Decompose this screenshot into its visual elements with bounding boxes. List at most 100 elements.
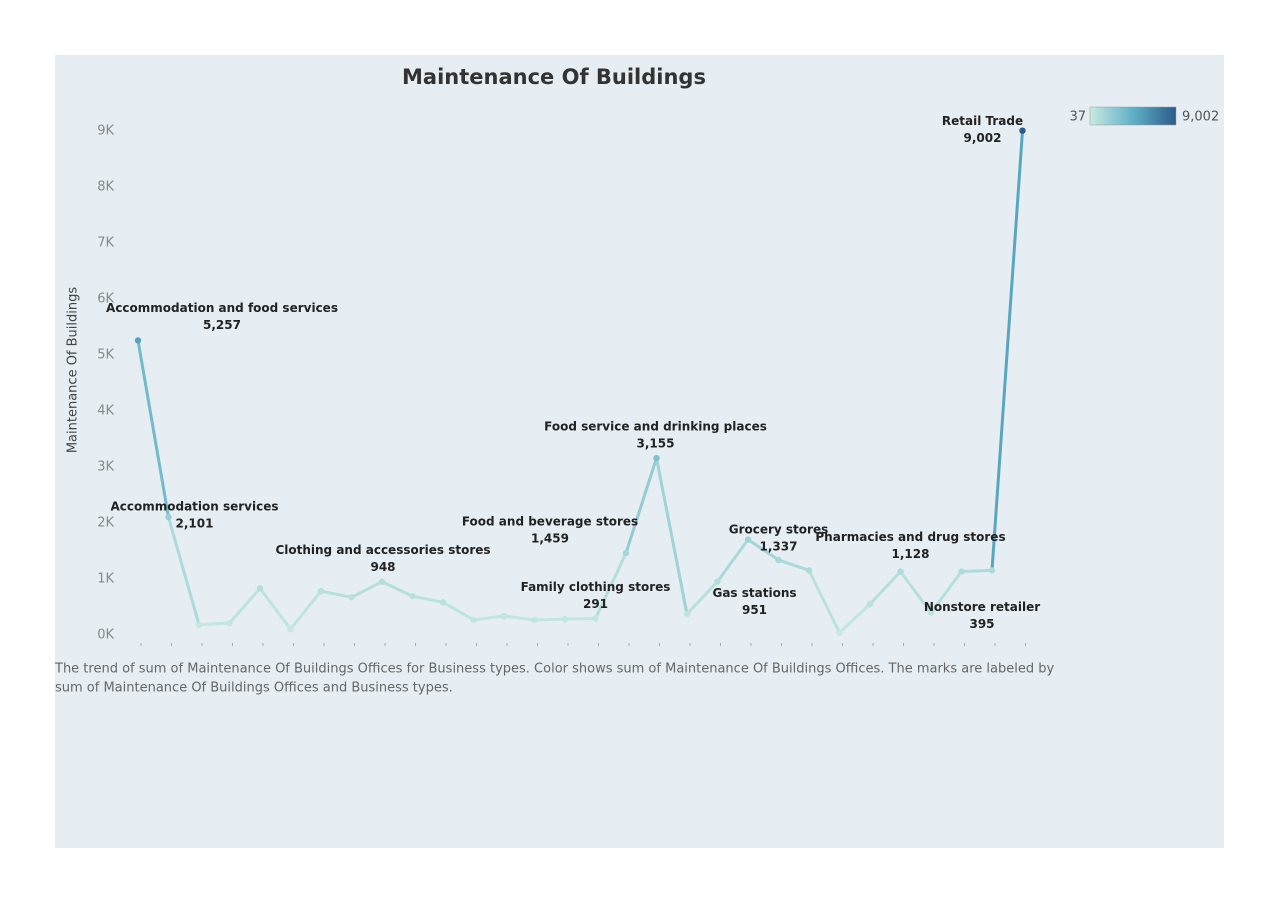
point <box>592 615 599 622</box>
line-segment <box>929 570 963 615</box>
line-segment <box>990 129 1024 572</box>
point <box>836 629 843 636</box>
line-segment <box>197 621 231 627</box>
point <box>348 594 355 601</box>
line-segment <box>777 558 811 572</box>
point-value-label: 9,002 <box>964 131 1002 145</box>
point <box>470 616 477 624</box>
point <box>378 578 386 585</box>
point <box>317 587 325 595</box>
caption: sum of Maintenance Of Buildings Offices … <box>55 681 453 696</box>
point <box>409 592 416 600</box>
point-value-label: 951 <box>742 603 767 617</box>
line-segment <box>746 538 780 562</box>
point-value-label: 291 <box>583 597 608 611</box>
point <box>805 567 813 574</box>
line-segment <box>411 594 445 604</box>
point <box>439 599 447 606</box>
point-value-label: 948 <box>370 560 395 574</box>
point-category-label: Pharmacies and drug stores <box>815 530 1005 544</box>
point <box>744 536 752 543</box>
y-tick-label: 8K <box>97 179 114 194</box>
y-tick-label: 1K <box>97 571 114 586</box>
y-tick-label: 9K <box>97 123 114 138</box>
point <box>714 578 721 585</box>
line-segment <box>533 617 567 622</box>
point <box>866 600 874 608</box>
point-category-label: Nonstore retailer <box>924 600 1040 614</box>
line-segment <box>624 456 658 555</box>
point-category-label: Accommodation and food services <box>106 301 338 315</box>
line-segment <box>167 515 201 627</box>
point-value-label: 1,128 <box>892 547 930 561</box>
point-value-label: 3,155 <box>637 437 675 451</box>
line-segment <box>136 338 170 519</box>
point-value-label: 1,337 <box>760 539 798 553</box>
point <box>958 568 965 575</box>
point <box>653 454 660 462</box>
point <box>500 612 508 620</box>
point-value-label: 1,459 <box>531 532 569 546</box>
line-segment <box>350 580 384 599</box>
y-tick-label: 0K <box>97 627 114 642</box>
point <box>988 567 996 574</box>
line-segment <box>563 617 597 621</box>
point <box>775 556 782 564</box>
line-segment <box>319 589 353 599</box>
point <box>1019 127 1026 134</box>
point-category-label: Gas stations <box>712 586 796 600</box>
caption: The trend of sum of Maintenance Of Build… <box>54 662 1054 677</box>
y-axis-title: Maintenance Of Buildings <box>66 287 81 454</box>
y-tick-label: 7K <box>97 235 114 250</box>
line-segment <box>655 456 689 616</box>
line-segment <box>807 568 841 635</box>
color-legend <box>1089 106 1177 126</box>
legend-max: 9,002 <box>1182 110 1219 125</box>
point-category-label: Clothing and accessories stores <box>275 543 490 557</box>
point <box>256 585 264 592</box>
point <box>927 609 935 616</box>
point <box>165 513 172 521</box>
point-value-label: 395 <box>969 617 994 631</box>
line-segment <box>289 589 323 631</box>
point <box>134 337 142 344</box>
y-tick-label: 3K <box>97 459 114 474</box>
line-segment <box>502 614 536 622</box>
legend-min: 37 <box>1069 110 1086 125</box>
point-category-label: Food and beverage stores <box>462 515 638 529</box>
point-category-label: Retail Trade <box>942 114 1023 128</box>
line-segment <box>899 570 933 615</box>
point <box>561 615 569 623</box>
point <box>195 621 203 628</box>
point <box>622 549 630 557</box>
line-segment <box>380 580 414 598</box>
point <box>226 619 233 627</box>
y-tick-label: 6K <box>97 291 114 306</box>
y-tick-label: 4K <box>97 403 114 418</box>
point <box>531 616 538 624</box>
point-category-label: Grocery stores <box>729 522 829 536</box>
line-segment <box>441 600 475 622</box>
point <box>683 610 691 618</box>
point-value-label: 2,101 <box>176 517 214 531</box>
line-segment <box>960 568 994 574</box>
line-segment <box>716 538 750 584</box>
line-segment <box>472 614 506 622</box>
panel <box>55 55 1224 848</box>
line-segment <box>258 586 292 631</box>
point-category-label: Food service and drinking places <box>544 420 767 434</box>
point-category-label: Accommodation services <box>110 500 278 514</box>
line-segment <box>838 602 872 635</box>
line-segment <box>868 570 902 606</box>
y-tick-label: 5K <box>97 347 114 362</box>
point-value-label: 5,257 <box>203 318 241 332</box>
chart-title: Maintenance Of Buildings <box>402 65 706 89</box>
point <box>287 626 294 633</box>
line-segment <box>594 551 628 621</box>
line-segment <box>685 580 719 616</box>
y-tick-label: 2K <box>97 515 114 530</box>
point-category-label: Family clothing stores <box>521 580 671 594</box>
line-segment <box>228 586 262 625</box>
point <box>897 568 904 575</box>
